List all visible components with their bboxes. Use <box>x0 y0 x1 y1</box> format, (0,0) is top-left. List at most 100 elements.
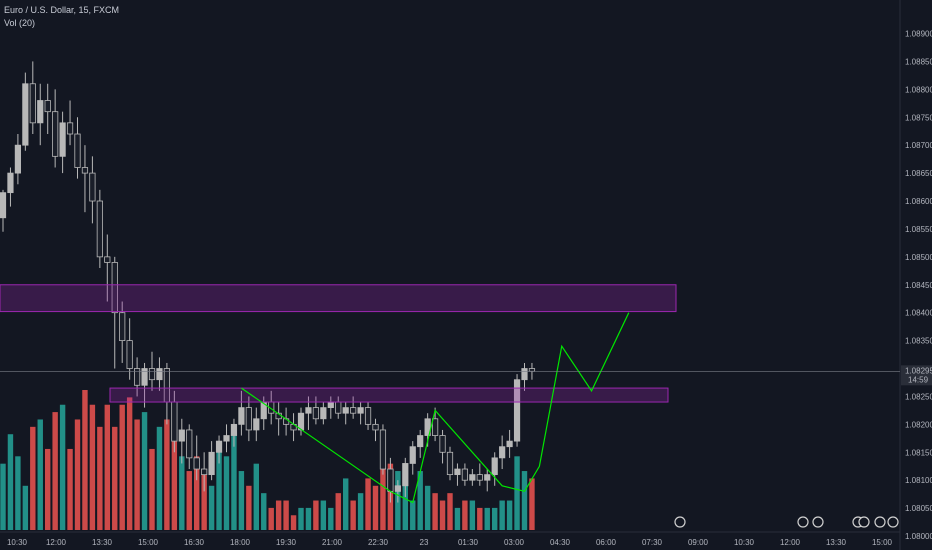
volume-bar <box>238 471 245 530</box>
event-marker-icon[interactable] <box>812 516 824 528</box>
volume-bar <box>357 493 364 530</box>
volume-bar <box>343 478 349 530</box>
volume-bar <box>424 485 431 530</box>
zone-rectangle[interactable] <box>0 284 677 313</box>
volume-bar <box>186 471 192 530</box>
candle-body <box>245 407 252 431</box>
volume-indicator-label: Vol (20) <box>4 18 36 28</box>
volume-bar <box>164 419 170 530</box>
volume-bar <box>112 426 118 530</box>
candle-body <box>171 401 178 442</box>
candle-body <box>81 167 89 174</box>
volume-bar <box>253 463 259 530</box>
candle-body <box>148 368 156 381</box>
volume-bar <box>104 404 110 530</box>
candle-body <box>350 407 357 414</box>
price-tick-label: 1.08150 <box>905 448 932 457</box>
volume-bar <box>492 507 498 530</box>
volume-bar <box>15 456 21 530</box>
volume-bar <box>171 441 178 530</box>
candle-body <box>513 379 521 442</box>
candle-body <box>320 407 327 420</box>
candle-body <box>201 468 208 476</box>
volume-bar <box>89 404 96 530</box>
zone-rectangle[interactable] <box>109 387 669 403</box>
volume-bar <box>261 493 267 530</box>
price-tick-label: 1.08100 <box>905 476 932 485</box>
candle-body <box>238 407 245 425</box>
time-tick-label: 22:30 <box>368 538 389 547</box>
volume-bar <box>380 463 386 530</box>
candle-body <box>476 474 483 481</box>
candle-body <box>104 256 111 263</box>
event-marker-icon[interactable] <box>887 516 899 528</box>
candle-body <box>215 440 223 453</box>
event-marker-icon[interactable] <box>674 516 686 528</box>
candle-body <box>44 100 51 113</box>
candle-body <box>499 446 506 459</box>
volume-bar <box>447 493 453 530</box>
candle-body <box>37 100 44 124</box>
time-tick-label: 12:00 <box>780 538 801 547</box>
candle-body <box>305 407 312 414</box>
event-marker-icon[interactable] <box>858 516 870 528</box>
candle-body <box>335 401 342 414</box>
candle-body <box>469 474 476 481</box>
price-tick-label: 1.08900 <box>905 30 932 39</box>
time-tick-label: 06:00 <box>596 538 617 547</box>
volume-bar <box>432 493 438 530</box>
volume-bar <box>82 390 88 530</box>
time-tick-label: 21:00 <box>322 538 343 547</box>
candle-body <box>409 446 416 464</box>
volume-bar <box>208 485 215 530</box>
candle-body <box>431 418 439 436</box>
time-tick-label: 10:30 <box>734 538 755 547</box>
time-tick-label: 18:00 <box>230 538 251 547</box>
event-marker-icon[interactable] <box>874 516 886 528</box>
volume-bar <box>134 419 140 530</box>
projection-path[interactable] <box>241 312 630 504</box>
volume-bar <box>328 507 334 530</box>
volume-bar <box>216 441 222 530</box>
volume-bar <box>275 500 282 530</box>
volume-bar <box>59 404 66 530</box>
last-price-badge <box>901 365 932 386</box>
volume-bar <box>521 471 528 530</box>
candle-body <box>312 407 320 420</box>
volume-bar <box>179 456 185 530</box>
event-marker-icon[interactable] <box>797 516 809 528</box>
candle-body <box>230 423 238 436</box>
volume-bar <box>290 515 297 530</box>
volume-bar <box>499 500 505 530</box>
candle-body <box>439 435 446 453</box>
price-tick-label: 1.08250 <box>905 392 932 401</box>
price-tick-label: 1.08650 <box>905 169 932 178</box>
candle-body <box>111 262 118 314</box>
candle-body <box>0 192 7 219</box>
candle-body <box>327 401 334 409</box>
time-tick-label: 07:30 <box>642 538 663 547</box>
volume-bar <box>22 485 29 530</box>
candle-body <box>193 457 200 470</box>
candle-body <box>387 468 394 492</box>
volume-bar <box>268 507 274 530</box>
candle-body <box>96 200 103 258</box>
price-tick-label: 1.08700 <box>905 141 932 150</box>
candle-body <box>342 407 349 414</box>
volume-bar <box>126 397 133 530</box>
candle-body <box>66 122 74 135</box>
time-tick-label: 03:00 <box>504 538 525 547</box>
volume-bar <box>372 485 379 530</box>
price-tick-label: 1.08550 <box>905 225 932 234</box>
volume-bar <box>365 478 371 530</box>
time-tick-label: 16:30 <box>184 538 205 547</box>
price-tick-label: 1.08000 <box>905 532 932 541</box>
price-tick-label: 1.08400 <box>905 309 932 318</box>
volume-bar <box>223 456 230 530</box>
bar-countdown: 14:59 <box>908 375 929 384</box>
time-tick-label: 15:00 <box>872 538 893 547</box>
candle-body <box>208 451 215 476</box>
time-tick-label: 13:30 <box>92 538 113 547</box>
